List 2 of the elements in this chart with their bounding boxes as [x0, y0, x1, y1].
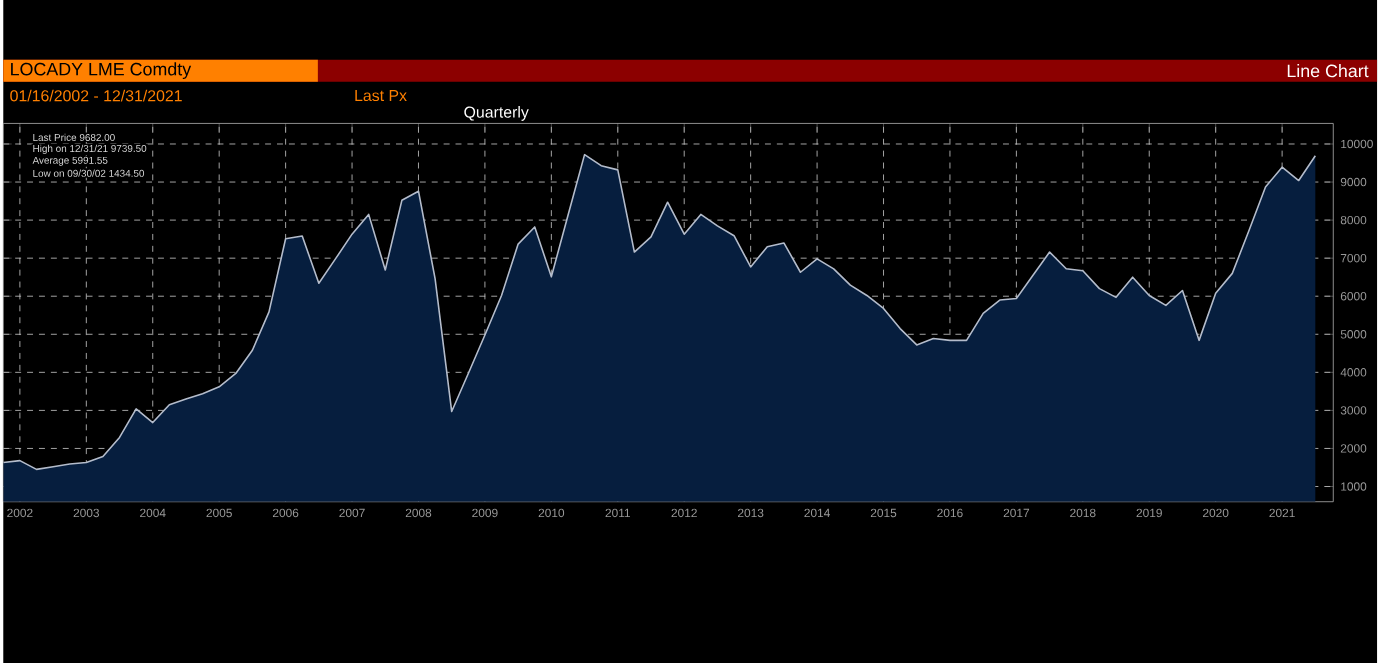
chart-subtitle: Line Chart	[1287, 64, 1369, 78]
chart-title: LOCADY LME Comdty	[11, 62, 192, 80]
